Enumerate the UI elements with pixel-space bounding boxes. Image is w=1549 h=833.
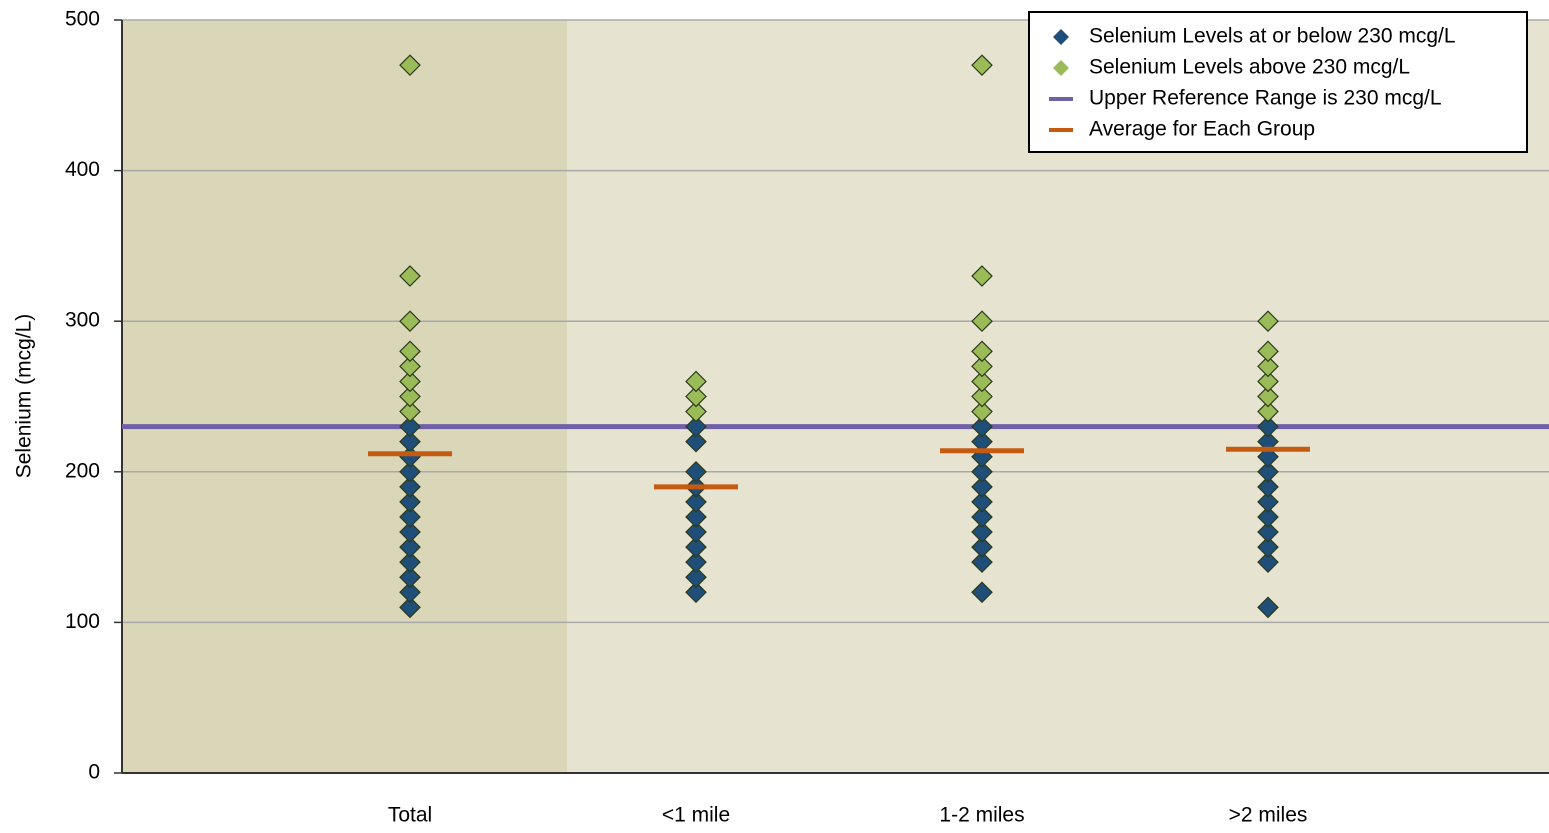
data-point [971,370,993,393]
data-point [399,581,421,604]
data-point [685,460,707,483]
data-point [685,400,707,423]
data-point [399,521,421,543]
legend-box [1028,11,1528,153]
y-tick-label: 300 [65,309,100,332]
data-point [399,370,421,393]
data-point [971,460,993,483]
y-tick-label: 400 [65,158,100,181]
y-tick-label: 500 [65,8,100,31]
x-tick-label: Total [388,804,432,827]
data-point [685,370,707,393]
data-point [971,581,993,604]
y-tick-label: 200 [65,459,100,482]
data-point [1257,310,1279,333]
data-point [1257,491,1279,513]
highlight-band [122,20,567,773]
data-point [399,385,421,408]
data-point [1257,370,1279,393]
data-point [971,415,993,438]
data-point [1257,506,1279,528]
data-point [971,551,993,574]
legend-symbol [1053,29,1069,45]
legend-label: Selenium Levels above 230 mcg/L [1089,56,1410,79]
y-tick-label: 0 [88,761,100,784]
data-point [399,506,421,528]
data-point [1257,596,1279,619]
data-point [971,310,993,333]
data-point [685,566,707,589]
data-point [399,355,421,378]
legend-symbol [1053,60,1069,76]
data-point [399,491,421,513]
data-point [1257,340,1279,363]
data-point [1257,400,1279,423]
data-point [971,536,993,558]
legend-label: Selenium Levels at or below 230 mcg/L [1089,25,1456,48]
x-tick-label: <1 mile [662,804,730,827]
data-point [971,265,993,287]
data-point [1257,415,1279,438]
data-point [971,54,993,77]
data-point [399,596,421,619]
x-tick-label: 1-2 miles [939,804,1024,827]
data-point [1257,536,1279,558]
data-point [1257,460,1279,483]
x-tick-label: >2 miles [1229,804,1308,827]
data-point [685,551,707,574]
data-point [971,521,993,543]
data-point [971,491,993,513]
data-point [685,385,707,408]
data-point [685,491,707,513]
y-axis-label: Selenium (mcg/L) [13,314,36,479]
data-point [399,400,421,423]
data-point [1257,445,1279,468]
data-point [685,506,707,528]
data-point [685,581,707,604]
data-point [399,310,421,333]
data-point [971,476,993,498]
data-point [1257,551,1279,574]
data-point [685,521,707,543]
data-point [971,385,993,408]
data-point [685,536,707,558]
data-point [399,551,421,574]
data-point [685,415,707,438]
data-point [971,506,993,528]
data-point [399,536,421,558]
data-point [971,355,993,378]
data-point [1257,521,1279,543]
data-point [399,476,421,498]
legend-label: Average for Each Group [1089,118,1315,141]
data-point [399,340,421,363]
data-point [399,460,421,483]
data-point [1257,355,1279,378]
data-point [1257,476,1279,498]
data-point [685,430,707,453]
legend-label: Upper Reference Range is 230 mcg/L [1089,87,1442,110]
data-point [971,400,993,423]
y-tick-label: 100 [65,610,100,633]
data-point [399,265,421,287]
data-point [1257,385,1279,408]
data-point [971,340,993,363]
data-point [399,566,421,589]
data-point [399,54,421,77]
data-point [399,415,421,438]
